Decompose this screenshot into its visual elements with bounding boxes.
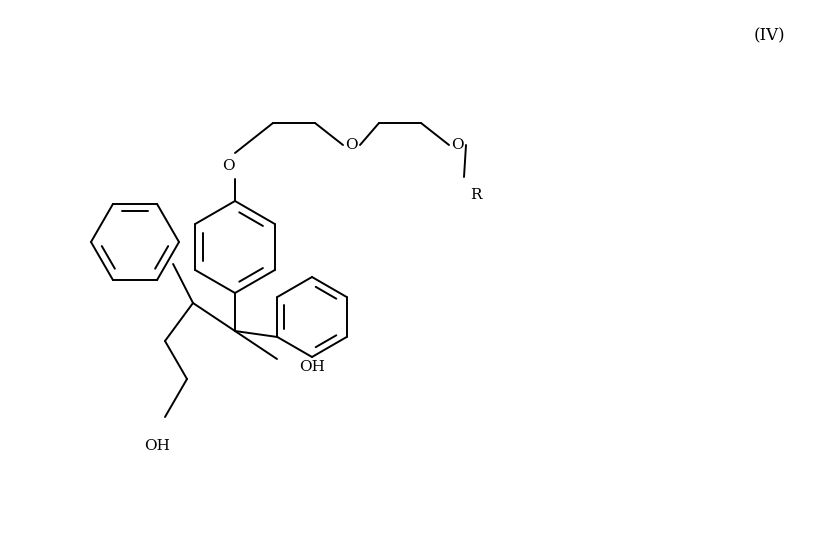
Text: R: R: [470, 188, 482, 202]
Text: O: O: [450, 138, 464, 152]
Text: (IV): (IV): [753, 27, 785, 44]
Text: OH: OH: [299, 360, 325, 374]
Text: O: O: [345, 138, 357, 152]
Text: OH: OH: [144, 439, 170, 453]
Text: O: O: [222, 159, 234, 173]
